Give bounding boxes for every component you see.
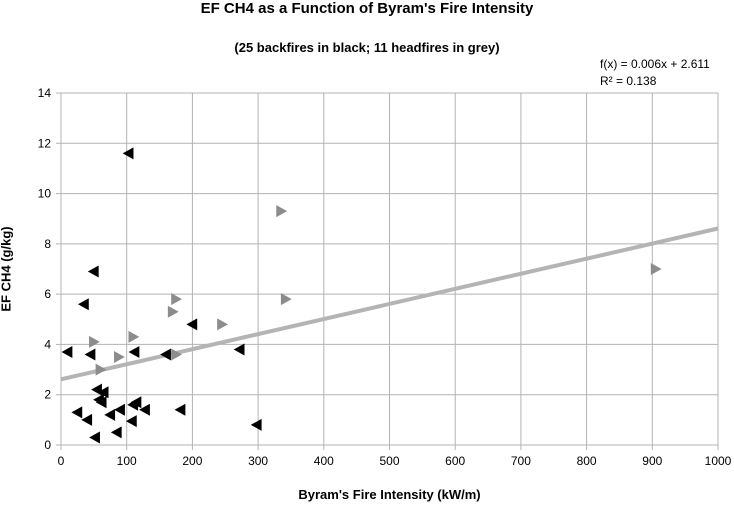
x-tick-label: 300 — [248, 454, 268, 468]
backfire-point — [174, 403, 186, 416]
backfire-point — [125, 415, 137, 428]
chart-title: EF CH4 as a Function of Byram's Fire Int… — [200, 0, 534, 17]
backfire-point — [128, 345, 140, 358]
backfire-point — [139, 403, 150, 416]
headfire-point — [114, 351, 125, 363]
backfire-point — [250, 418, 262, 431]
headfire-point — [171, 293, 182, 306]
backfire-point — [71, 406, 83, 419]
plot-area-border — [60, 92, 719, 446]
backfire-point — [97, 386, 109, 399]
y-tick-label: 2 — [44, 388, 51, 402]
backfire-point — [84, 348, 96, 361]
x-tick-label: 700 — [511, 454, 531, 468]
x-tick-label: 500 — [379, 454, 399, 468]
backfire-point — [95, 396, 107, 409]
headfire-point — [167, 305, 179, 318]
headfire-point — [650, 263, 662, 275]
x-tick-label: 200 — [182, 454, 202, 468]
headfire-point — [89, 335, 100, 348]
x-tick-label: 900 — [642, 454, 662, 468]
headfire-point — [95, 363, 107, 376]
x-axis-label: Byram's Fire Intensity (kW/m) — [298, 487, 481, 502]
y-tick-label: 14 — [38, 86, 52, 100]
headfire-point — [280, 293, 292, 306]
x-tick-label: 0 — [58, 454, 65, 468]
backfire-point — [81, 413, 93, 426]
backfire-point — [87, 265, 99, 278]
backfire-point — [114, 403, 125, 416]
y-tick-label: 12 — [38, 136, 52, 150]
backfire-point — [77, 298, 89, 311]
x-tick-label: 100 — [117, 454, 137, 468]
x-tick-label: 600 — [445, 454, 465, 468]
y-tick-label: 0 — [44, 438, 51, 452]
backfire-point — [130, 396, 142, 409]
backfire-point — [61, 345, 73, 358]
y-tick-label: 10 — [38, 187, 52, 201]
x-tick-label: 800 — [577, 454, 597, 468]
backfire-point — [91, 383, 102, 396]
headfire-point — [128, 330, 140, 343]
headfire-point — [217, 318, 228, 331]
trendline-equation: f(x) = 0.006x + 2.611 — [600, 57, 710, 71]
y-tick-label: 6 — [44, 287, 51, 301]
headfire-point — [276, 205, 288, 218]
backfire-point — [160, 348, 171, 361]
backfire-point — [89, 431, 100, 444]
x-tick-label: 1000 — [705, 454, 732, 468]
backfire-point — [186, 318, 198, 331]
y-tick-label: 8 — [44, 237, 51, 251]
x-tick-label: 400 — [314, 454, 334, 468]
backfire-point — [110, 426, 122, 439]
trendline-r-squared: R² = 0.138 — [600, 74, 657, 88]
backfire-point — [104, 408, 116, 421]
headfire-point — [171, 348, 182, 361]
y-tick-label: 4 — [44, 337, 51, 351]
chart-subtitle: (25 backfires in black; 11 headfires in … — [234, 40, 500, 55]
backfire-point — [122, 147, 134, 160]
backfire-point — [233, 343, 245, 356]
